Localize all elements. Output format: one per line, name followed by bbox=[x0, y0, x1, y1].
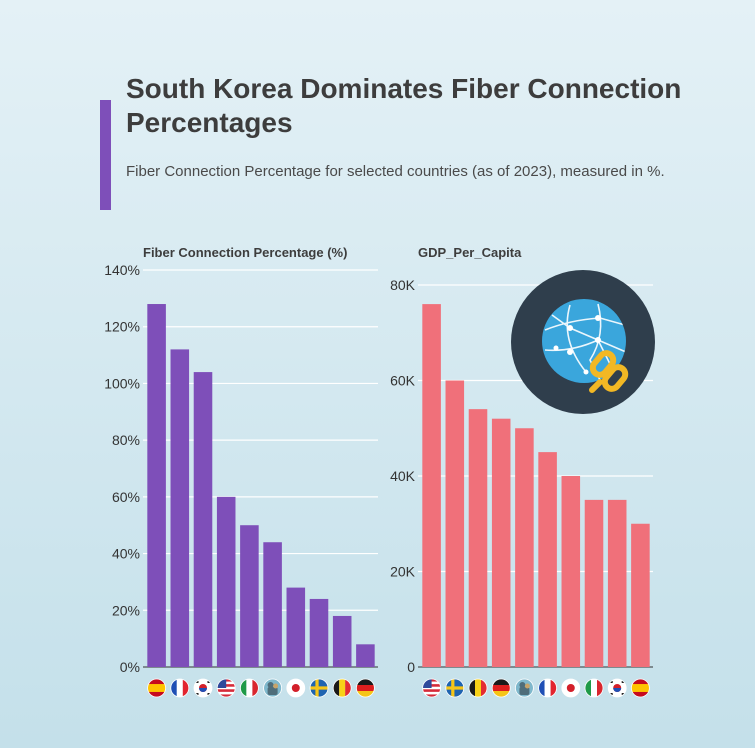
flag-united-states-icon bbox=[422, 678, 442, 698]
flag-japan-icon bbox=[561, 678, 581, 698]
bar-italy bbox=[584, 499, 604, 667]
bar-spain bbox=[147, 304, 166, 667]
y-tick-label: 120% bbox=[104, 319, 140, 335]
y-tick-label: 60K bbox=[390, 373, 416, 389]
bar-belgium bbox=[332, 615, 352, 667]
flag-sweden-icon bbox=[309, 678, 329, 698]
flag-belgium-icon bbox=[332, 678, 352, 698]
flag-spain-icon bbox=[631, 678, 650, 698]
y-tick-label: 20% bbox=[112, 602, 140, 618]
y-tick-label: 80K bbox=[390, 277, 416, 293]
bar-germany bbox=[491, 418, 511, 667]
y-tick-label: 20K bbox=[390, 564, 416, 580]
bar-south-korea bbox=[193, 372, 213, 667]
page-title: South Korea Dominates Fiber Connection P… bbox=[126, 73, 682, 138]
flag-united-states-icon bbox=[216, 678, 236, 698]
bar-uk bbox=[263, 542, 282, 667]
y-tick-label: 40% bbox=[112, 546, 140, 562]
flag-italy-icon bbox=[239, 678, 259, 698]
y-tick-label: 0 bbox=[407, 659, 415, 675]
bar-belgium bbox=[468, 409, 488, 667]
flag-south-korea-icon bbox=[193, 678, 213, 698]
bar-germany bbox=[356, 644, 375, 667]
flag-france-icon bbox=[538, 678, 557, 698]
y-tick-label: 100% bbox=[104, 375, 140, 391]
flag-sweden-icon bbox=[445, 678, 465, 698]
bar-sweden bbox=[445, 380, 465, 667]
fiber-panel-title: Fiber Connection Percentage (%) bbox=[143, 245, 347, 260]
y-tick-label: 80% bbox=[112, 432, 140, 448]
flag-italy-icon bbox=[584, 678, 604, 698]
y-tick-label: 40K bbox=[390, 468, 416, 484]
flag-uk-icon bbox=[263, 678, 283, 698]
y-tick-label: 0% bbox=[120, 659, 140, 675]
gdp-panel: GDP_Per_Capita 0 20K 40K 60K 80K bbox=[390, 245, 653, 698]
flag-belgium-icon bbox=[468, 678, 488, 698]
bar-spain bbox=[631, 523, 650, 667]
bar-united-states bbox=[216, 496, 236, 667]
flag-france-icon bbox=[170, 678, 190, 698]
y-tick-label: 60% bbox=[112, 489, 140, 505]
y-tick-label: 140% bbox=[104, 262, 140, 278]
flag-japan-icon bbox=[286, 678, 306, 698]
flag-germany-icon bbox=[491, 678, 511, 698]
bar-italy bbox=[240, 525, 259, 667]
flag-south-korea-icon bbox=[607, 678, 627, 698]
title-accent-bar bbox=[100, 100, 111, 210]
bar-japan bbox=[561, 476, 581, 667]
bar-south-korea bbox=[607, 499, 627, 667]
bar-japan bbox=[286, 587, 306, 667]
bar-sweden bbox=[309, 598, 329, 667]
bar-uk bbox=[515, 428, 534, 667]
bar-france bbox=[170, 349, 190, 667]
bar-france bbox=[538, 452, 557, 667]
globe-link-icon bbox=[511, 270, 655, 414]
flag-germany-icon bbox=[355, 678, 375, 698]
flag-uk-icon bbox=[515, 678, 534, 698]
gdp-panel-title: GDP_Per_Capita bbox=[418, 245, 522, 260]
flag-spain-icon bbox=[147, 678, 167, 698]
page-subtitle: Fiber Connection Percentage for selected… bbox=[126, 163, 665, 180]
bar-united-states bbox=[422, 304, 441, 667]
fiber-panel: Fiber Connection Percentage (%) 0% 20% 40%… bbox=[104, 245, 378, 698]
